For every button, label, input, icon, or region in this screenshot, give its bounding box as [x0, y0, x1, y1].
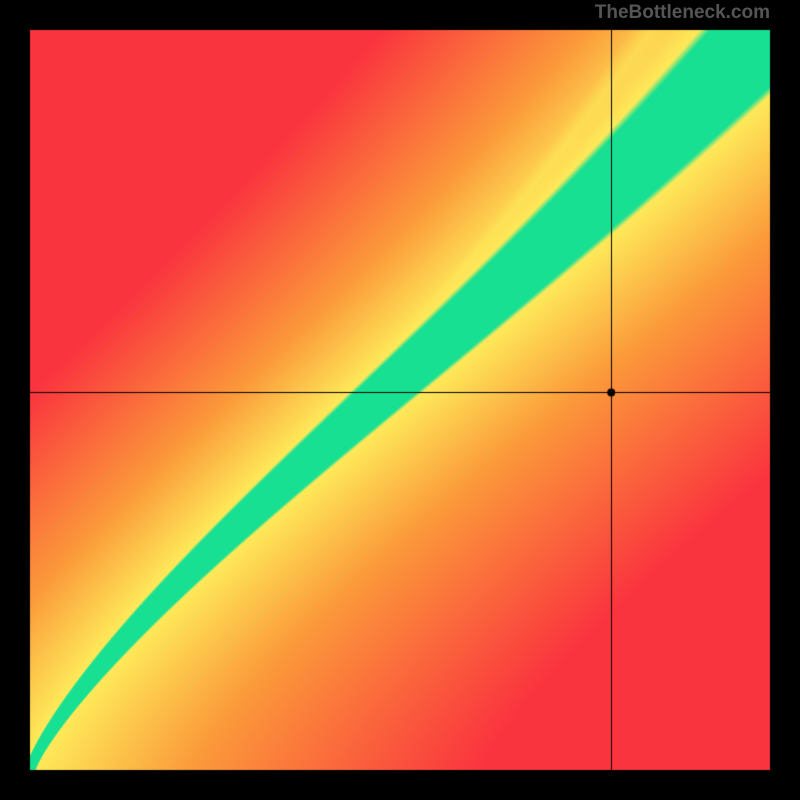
bottleneck-heatmap	[0, 0, 800, 800]
watermark-text: TheBottleneck.com	[595, 2, 770, 24]
chart-container: TheBottleneck.com	[0, 0, 800, 800]
